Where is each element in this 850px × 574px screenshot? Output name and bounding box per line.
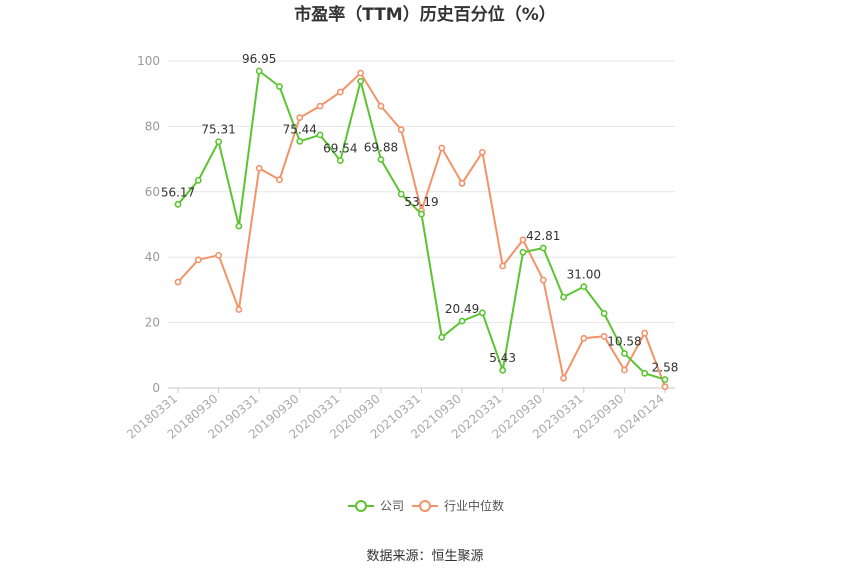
data-point	[296, 137, 304, 145]
data-point	[276, 83, 283, 90]
data-point	[539, 244, 547, 252]
data-label: 20.49	[445, 302, 479, 316]
data-point	[357, 77, 365, 85]
data-point	[296, 114, 304, 121]
y-tick-label: 20	[145, 316, 160, 330]
data-point	[560, 293, 567, 301]
data-point	[397, 190, 405, 198]
series-layer	[174, 67, 669, 391]
legend-industry-label: 行业中位数	[444, 498, 504, 513]
data-point	[174, 278, 182, 286]
data-point	[641, 369, 649, 377]
data-point	[580, 283, 588, 291]
data-label: 96.95	[242, 52, 276, 66]
data-point	[661, 383, 669, 391]
data-point	[478, 148, 486, 156]
data-point	[560, 374, 567, 382]
data-point	[438, 333, 446, 341]
data-point	[418, 210, 425, 218]
y-tick-label: 80	[145, 119, 160, 133]
data-point	[255, 67, 263, 75]
data-label: 69.54	[323, 142, 357, 156]
y-tick-label: 60	[145, 185, 160, 199]
y-tick-label: 100	[137, 54, 160, 68]
data-label: 75.31	[201, 123, 235, 137]
data-point	[235, 306, 243, 313]
data-point	[235, 222, 243, 230]
data-point	[174, 200, 182, 208]
axis-layer: 0204060801002018033120180930201903312019…	[124, 54, 675, 442]
legend: 公司 行业中位数	[348, 498, 504, 513]
data-point	[255, 164, 263, 172]
data-point	[316, 102, 324, 110]
data-point	[336, 157, 344, 165]
data-point	[600, 310, 608, 317]
data-point	[377, 156, 385, 163]
data-label: 10.58	[607, 334, 641, 348]
data-point	[215, 251, 222, 259]
data-point	[215, 138, 222, 146]
data-point	[397, 126, 405, 134]
data-label-layer: 56.17 75.31 96.95 75.44 69.54 69.88 53.19 20.49…	[161, 52, 679, 375]
data-point	[621, 350, 628, 357]
data-point	[316, 131, 324, 139]
data-point	[357, 69, 365, 77]
data-point	[478, 309, 486, 317]
legend-item-industry-median[interactable]: 行业中位数	[412, 498, 504, 513]
data-label: 69.88	[364, 140, 398, 154]
data-point	[539, 276, 547, 284]
series-company	[174, 67, 669, 383]
data-point	[621, 366, 628, 374]
data-point	[600, 332, 608, 340]
data-label: 42.81	[526, 229, 560, 243]
legend-industry-marker	[419, 500, 431, 512]
data-point	[661, 376, 669, 383]
data-label: 56.17	[161, 185, 195, 199]
data-point	[458, 179, 466, 187]
data-point	[519, 248, 527, 256]
data-point	[499, 366, 507, 374]
data-point	[519, 236, 527, 244]
data-point	[194, 176, 202, 184]
series-industry-median	[174, 69, 669, 391]
data-point	[377, 102, 385, 110]
data-point	[499, 262, 507, 270]
data-label: 53.19	[404, 195, 438, 209]
data-source-note: 数据来源：恒生聚源	[366, 549, 483, 564]
industry-median-line	[177, 72, 666, 388]
data-label: 75.44	[283, 122, 317, 136]
data-point	[336, 88, 344, 96]
data-point	[458, 317, 466, 325]
y-tick-label: 40	[145, 250, 160, 264]
data-point	[641, 329, 649, 337]
y-tick-label: 0	[152, 381, 160, 395]
data-point	[194, 256, 202, 264]
data-label: 5.43	[489, 351, 516, 365]
data-point	[276, 176, 283, 184]
legend-company-label: 公司	[380, 499, 404, 513]
legend-item-company[interactable]: 公司	[348, 499, 404, 513]
data-point	[438, 144, 446, 152]
data-point	[580, 334, 588, 342]
data-label: 31.00	[567, 268, 601, 282]
data-label: 2.58	[652, 361, 679, 375]
chart-title: 市盈率（TTM）历史百分位（%）	[294, 4, 556, 25]
legend-company-marker	[355, 500, 367, 512]
